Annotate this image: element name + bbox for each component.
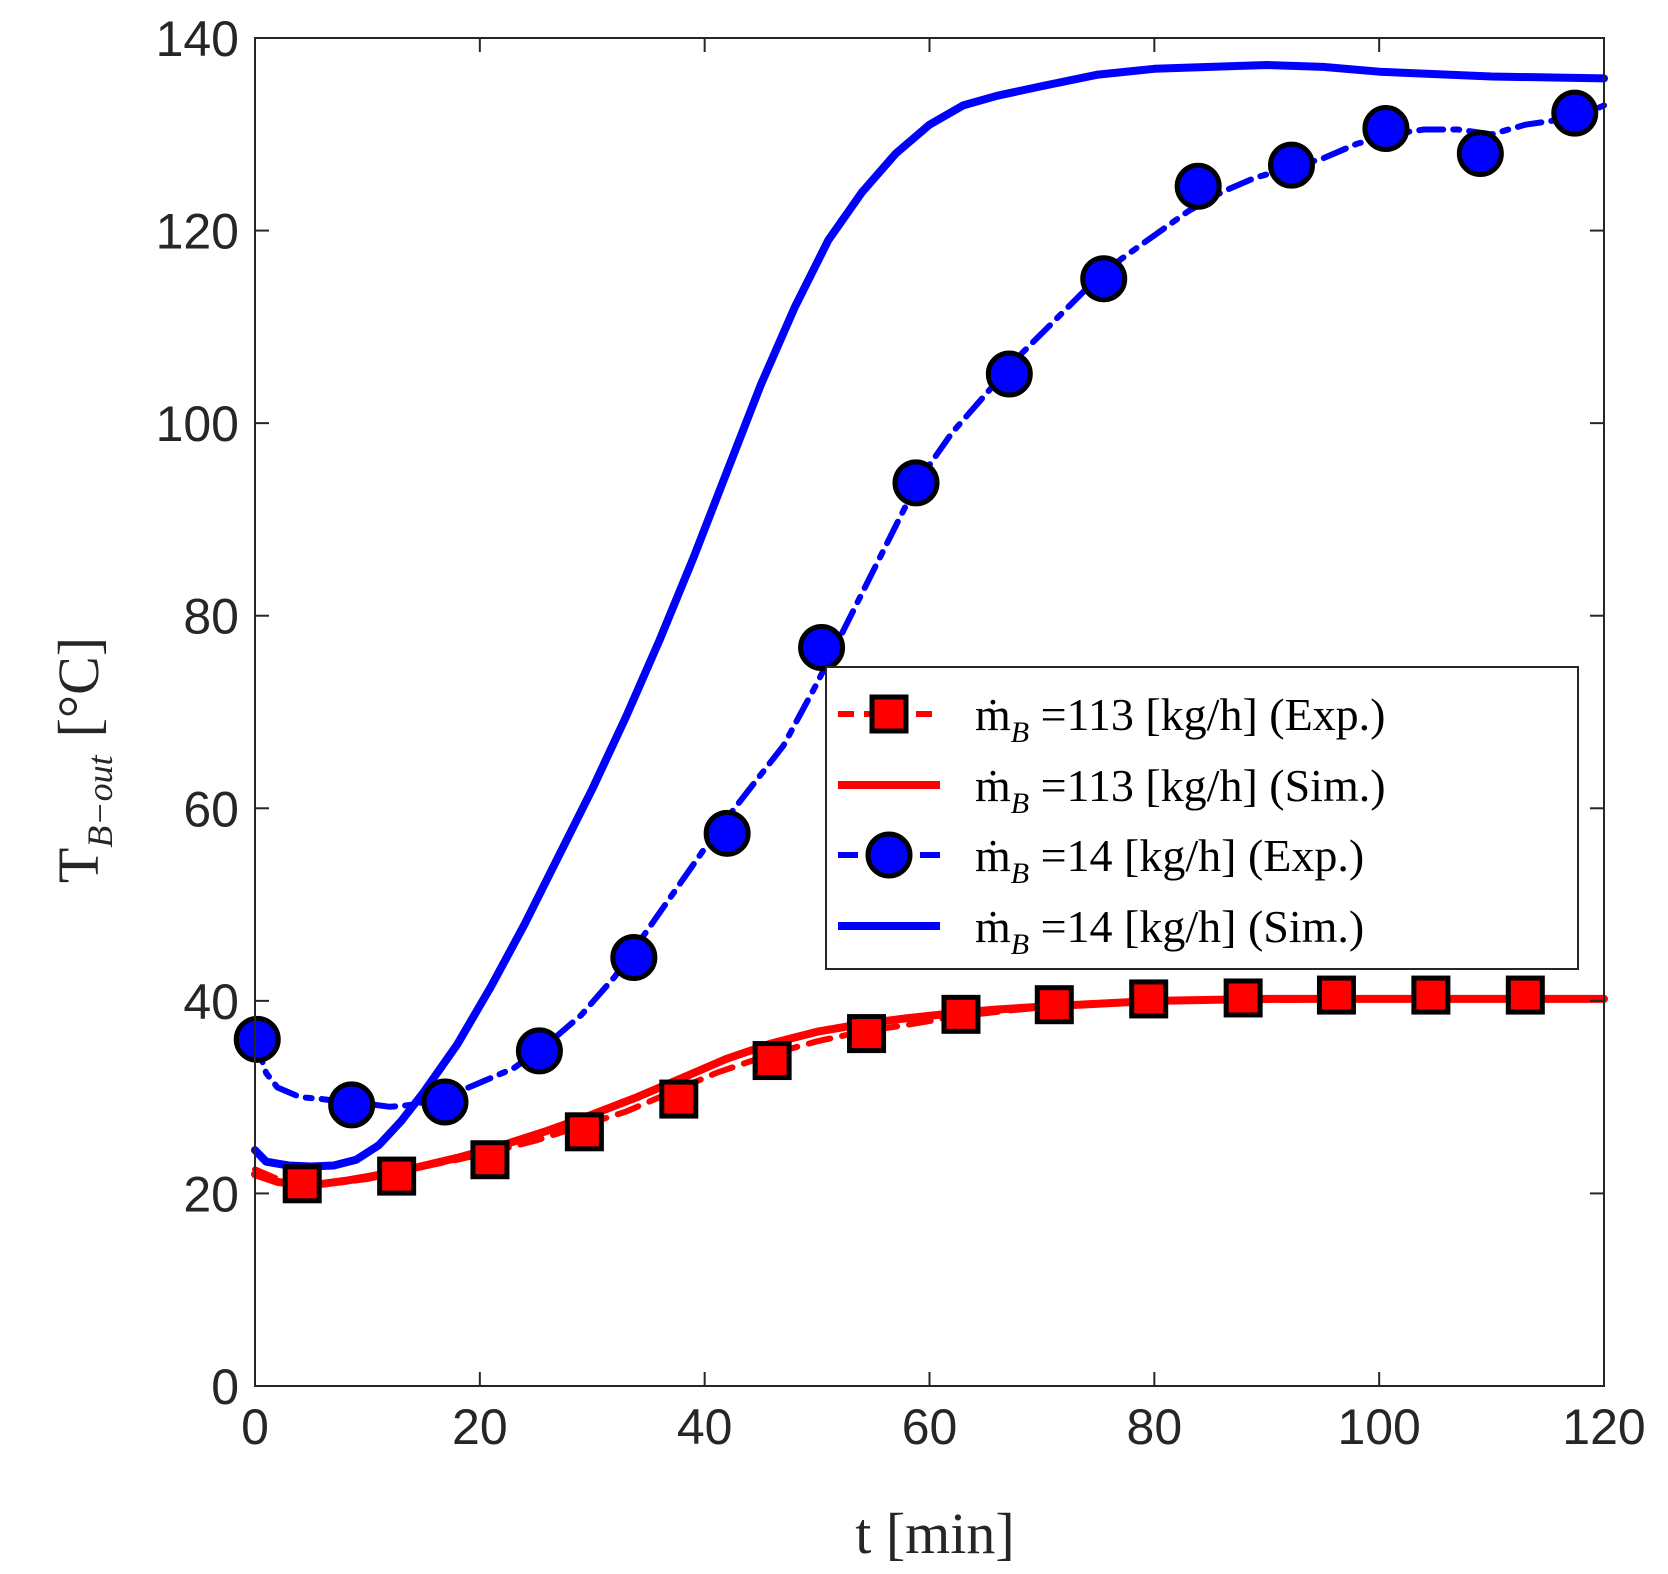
data-point-14-exp (1362, 105, 1410, 153)
data-point-113-exp (1411, 975, 1451, 1015)
data-point-113-exp (659, 1079, 699, 1119)
data-point-14-exp (1174, 162, 1222, 210)
legend-label: ṁB =113 [kg/h] (Sim.) (975, 760, 1386, 820)
legend-entry: ṁB =14 [kg/h] (Sim.) (838, 901, 1364, 961)
x-tick-label: 40 (677, 1399, 733, 1455)
legend-label: ṁB =14 [kg/h] (Sim.) (975, 901, 1364, 961)
data-point-14-exp (515, 1027, 563, 1075)
axes: 0 20 40 60 80 100 120 0 20 40 60 80 100 120 140 (156, 11, 1646, 1455)
data-point-14-exp (703, 809, 751, 857)
data-point-14-exp (1456, 130, 1504, 178)
y-tick-label: 0 (211, 1359, 239, 1415)
data-point-113-exp (847, 1014, 887, 1054)
data-point-14-exp (798, 623, 846, 671)
svg-text:TB−out[°C]: TB−out [°C] (46, 637, 120, 883)
y-tick-label: 120 (156, 204, 239, 260)
y-tick-label: 140 (156, 11, 239, 67)
y-axis-title-sub: B−out (80, 754, 120, 847)
y-tick-label: 100 (156, 396, 239, 452)
x-tick-label: 80 (1127, 1399, 1183, 1455)
data-layer (233, 61, 1608, 1204)
x-tick-label: 100 (1337, 1399, 1420, 1455)
data-point-14-exp (1551, 89, 1599, 137)
x-tick-label: 60 (902, 1399, 958, 1455)
series-line-14-sim (251, 61, 1608, 1171)
legend-box (825, 666, 1579, 970)
data-point-14-exp (1267, 141, 1315, 189)
data-point-113-exp (564, 1112, 604, 1152)
legend-swatch-marker (865, 831, 913, 879)
y-axis-title-main: T (46, 848, 111, 883)
legend-items: ṁB =113 [kg/h] (Exp.) ṁB =113 [kg/h] (Sim… (838, 689, 1386, 961)
data-point-14-exp (892, 459, 940, 507)
data-point-113-exp (470, 1140, 510, 1180)
legend-swatch-marker (869, 694, 909, 734)
x-tick-label: 120 (1562, 1399, 1645, 1455)
legend-entry: ṁB =113 [kg/h] (Exp.) (838, 689, 1386, 749)
data-point-113-exp (1034, 985, 1074, 1025)
data-point-14-exp (1080, 255, 1128, 303)
data-point-14-exp (233, 1015, 281, 1063)
legend-label: ṁB =113 [kg/h] (Exp.) (975, 689, 1386, 749)
data-point-113-exp (1129, 979, 1169, 1019)
data-point-113-exp (1316, 975, 1356, 1015)
y-tick-label: 60 (183, 781, 239, 837)
y-tick-label: 20 (183, 1166, 239, 1222)
y-axis-title: TB−out [°C] (46, 637, 120, 883)
data-point-113-exp (752, 1041, 792, 1081)
legend-label: ṁB =14 [kg/h] (Exp.) (975, 830, 1364, 890)
legend: ṁB =113 [kg/h] (Exp.) ṁB =113 [kg/h] (Sim… (825, 666, 1579, 970)
data-point-14-exp (985, 350, 1033, 398)
x-tick-label: 0 (241, 1399, 269, 1455)
y-tick-label: 40 (183, 974, 239, 1030)
legend-entry: ṁB =113 [kg/h] (Sim.) (838, 760, 1386, 820)
data-point-14-exp (328, 1081, 376, 1129)
data-point-113-exp (941, 994, 981, 1034)
data-point-14-exp (610, 934, 658, 982)
x-tick-label: 20 (452, 1399, 508, 1455)
y-axis-title-unit: [°C] (46, 637, 111, 738)
data-point-113-exp (1505, 975, 1545, 1015)
data-point-113-exp (1223, 978, 1263, 1018)
legend-entry: ṁB =14 [kg/h] (Exp.) (838, 830, 1364, 890)
x-axis-title: t [min] (855, 1501, 1014, 1566)
data-point-113-exp (377, 1156, 417, 1196)
data-point-113-exp (282, 1164, 322, 1204)
data-point-14-exp (421, 1078, 469, 1126)
y-tick-label: 80 (183, 589, 239, 645)
